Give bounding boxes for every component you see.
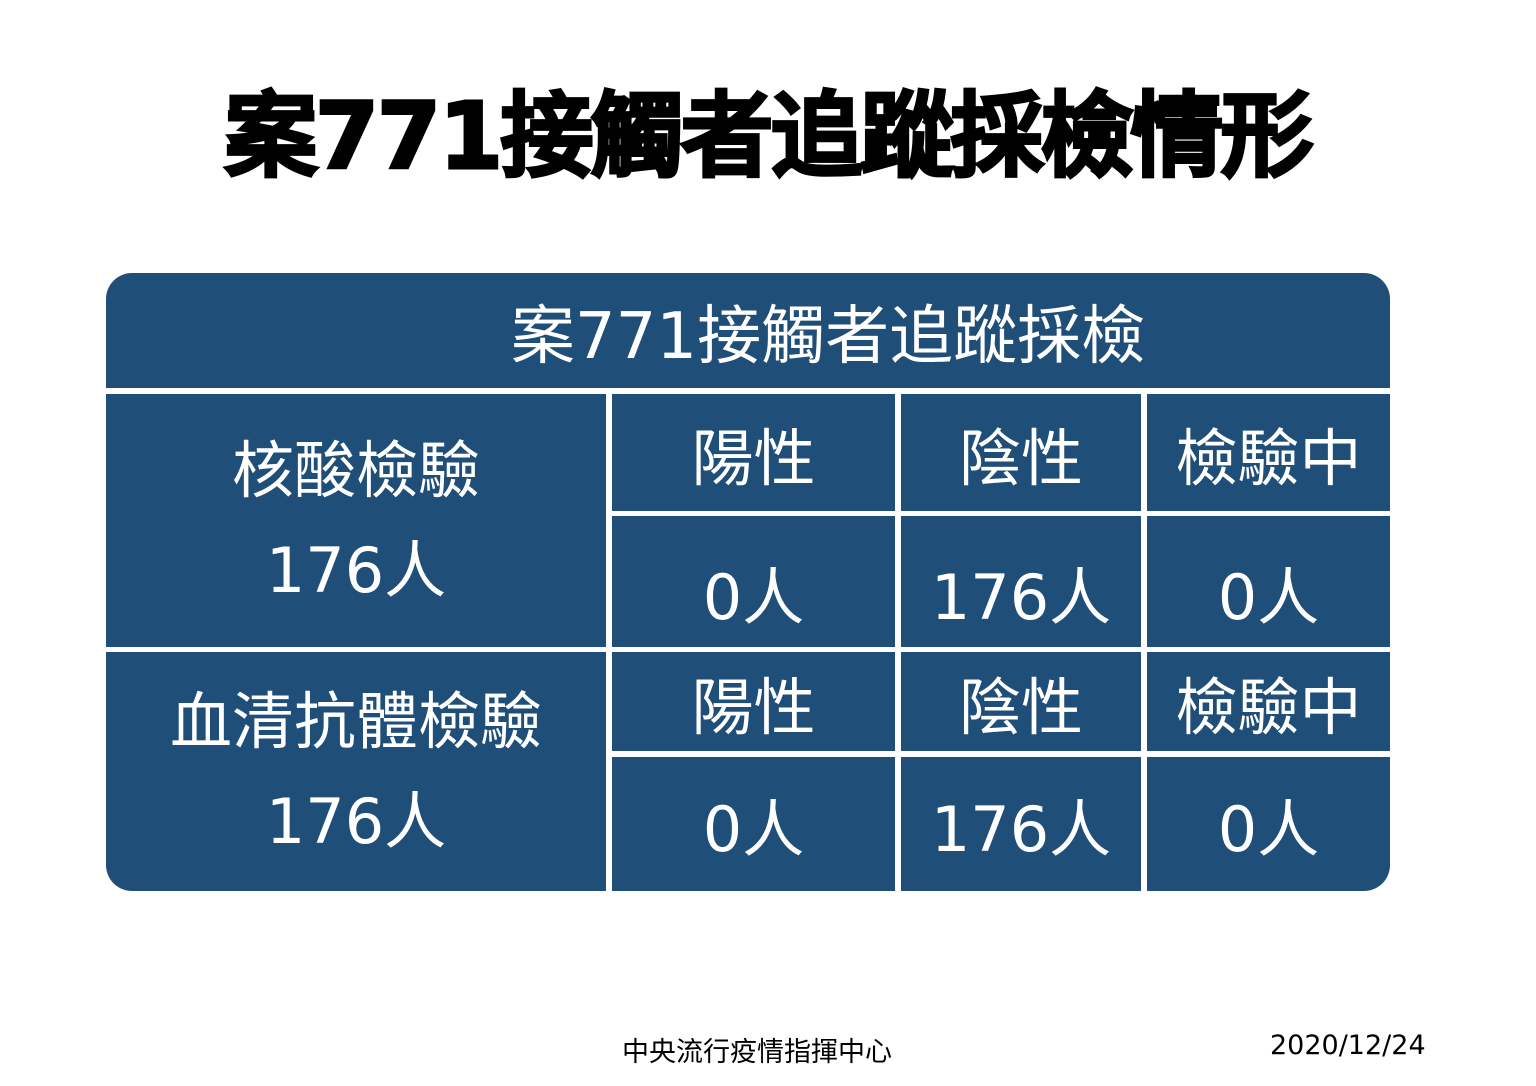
cell-value: 0人 bbox=[1147, 516, 1390, 647]
row-total: 176人 bbox=[265, 784, 447, 858]
cell-value: 0人 bbox=[1147, 757, 1390, 891]
col-header-negative: 陰性 bbox=[901, 394, 1141, 511]
row-total: 176人 bbox=[265, 533, 447, 607]
cell-value: 176人 bbox=[901, 516, 1141, 647]
row-label-serology: 血清抗體檢驗 176人 bbox=[106, 652, 606, 891]
page-title: 案771接觸者追蹤採檢情形 bbox=[223, 82, 1314, 192]
cell-value: 0人 bbox=[612, 757, 895, 891]
cell-value: 176人 bbox=[901, 757, 1141, 891]
col-header-pending: 檢驗中 bbox=[1147, 652, 1390, 751]
col-header-positive: 陽性 bbox=[612, 652, 895, 751]
cell-value: 0人 bbox=[612, 516, 895, 647]
row-label: 血清抗體檢驗 bbox=[169, 685, 542, 759]
col-header-positive: 陽性 bbox=[612, 394, 895, 511]
col-header-negative: 陰性 bbox=[901, 652, 1141, 751]
row-label-nucleic: 核酸檢驗 176人 bbox=[106, 394, 606, 647]
footer-date: 2020/12/24 bbox=[1270, 1030, 1426, 1061]
col-header-pending: 檢驗中 bbox=[1147, 394, 1390, 511]
footer-source: 中央流行疫情指揮中心 bbox=[622, 1037, 892, 1068]
table-header: 案771接觸者追蹤採檢 bbox=[106, 273, 1390, 388]
row-label: 核酸檢驗 bbox=[231, 434, 480, 508]
